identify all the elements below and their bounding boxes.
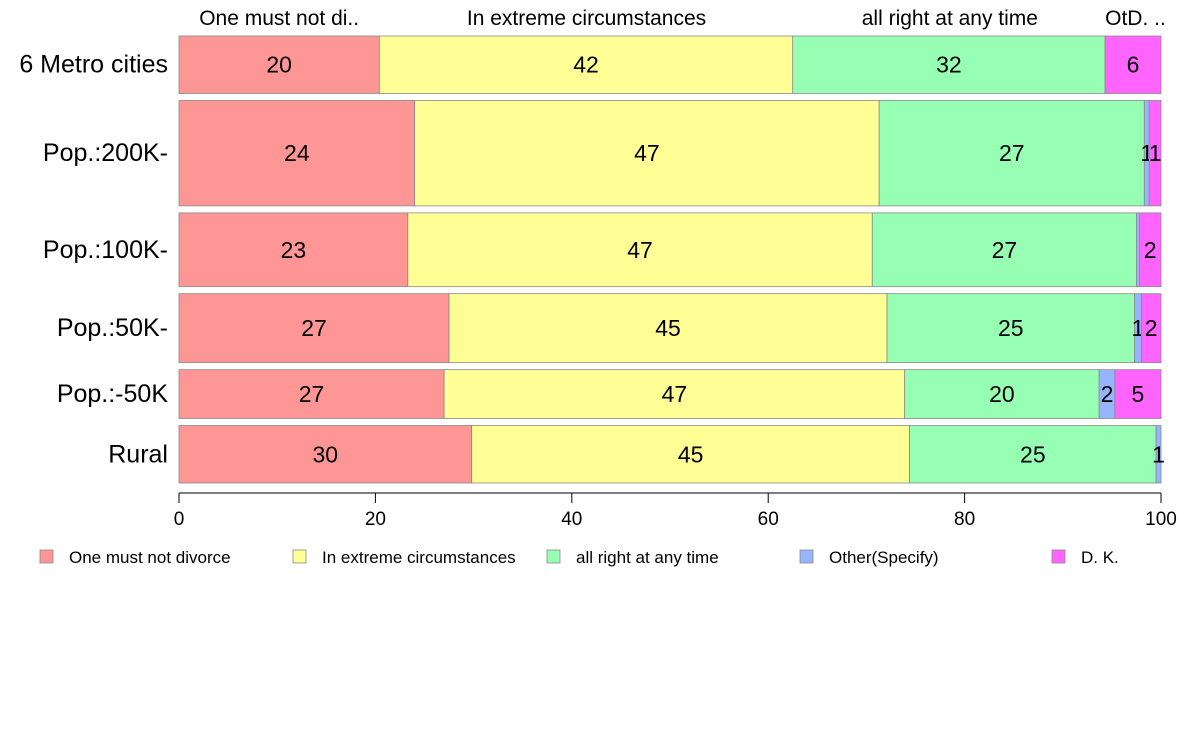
bar-one-must-not-divorce-rural: [178, 425, 473, 484]
data-label-all-right-at-any-time-6-metro-cities: 32: [936, 52, 962, 78]
top-label-4: OtD. ..: [1105, 7, 1166, 30]
legend-swatch-one-must-not-divorce: [39, 549, 54, 564]
bar-in-extreme-circumstances-pop-50k: [443, 369, 906, 419]
legend-label-all-right-at-any-time: all right at any time: [576, 548, 719, 567]
bar-in-extreme-circumstances-rural: [471, 425, 911, 484]
legend-label-one-must-not-divorce: One must not divorce: [69, 548, 231, 567]
data-label-all-right-at-any-time-pop-50k: 25: [998, 315, 1024, 341]
bar-all-right-at-any-time-6-metro-cities: [792, 35, 1106, 94]
top-category-labels: One must not di.. In extreme circumstance…: [199, 7, 1166, 30]
legend-swatch-other-specify: [799, 549, 814, 564]
bar-all-right-at-any-time-pop-50k: [886, 293, 1135, 364]
bar-d-k-pop-50k: [1140, 293, 1162, 364]
data-label-all-right-at-any-time-pop-50k: 20: [989, 381, 1015, 407]
row-label-rural: Rural: [108, 440, 168, 468]
data-label-in-extreme-circumstances-6-metro-cities: 42: [573, 52, 599, 78]
data-label-all-right-at-any-time-pop-200k: 27: [999, 140, 1025, 166]
data-label-one-must-not-divorce-pop-200k: 24: [284, 140, 310, 166]
data-label-in-extreme-circumstances-pop-100k: 47: [627, 237, 653, 263]
data-label-all-right-at-any-time-pop-100k: 27: [992, 237, 1018, 263]
bar-in-extreme-circumstances-6-metro-cities: [378, 35, 794, 94]
data-label-other-specify-rural: 1: [1152, 441, 1165, 467]
bar-all-right-at-any-time-pop-200k: [878, 100, 1145, 207]
data-label-d-k-pop-50k: 2: [1145, 315, 1158, 341]
data-label-d-k-pop-100k: 2: [1144, 237, 1157, 263]
bar-in-extreme-circumstances-pop-50k: [448, 293, 888, 364]
legend-label-d-k: D. K.: [1081, 548, 1119, 567]
row-label-pop-100k: Pop.:100K-: [43, 236, 168, 264]
data-label-one-must-not-divorce-pop-50k: 27: [299, 381, 325, 407]
data-label-in-extreme-circumstances-pop-50k: 45: [655, 315, 681, 341]
data-label-in-extreme-circumstances-pop-50k: 47: [662, 381, 688, 407]
legend-swatch-d-k: [1051, 549, 1066, 564]
data-label-d-k-pop-50k: 5: [1132, 381, 1145, 407]
data-label-all-right-at-any-time-rural: 25: [1020, 441, 1046, 467]
data-label-one-must-not-divorce-pop-100k: 23: [281, 237, 307, 263]
top-label-1: One must not di..: [199, 7, 359, 30]
x-tick-label-80: 80: [954, 509, 975, 530]
bar-one-must-not-divorce-pop-50k: [178, 293, 450, 364]
x-tick-label-40: 40: [561, 509, 582, 530]
legend-swatch-all-right-at-any-time: [546, 549, 561, 564]
bar-in-extreme-circumstances-pop-200k: [414, 100, 880, 207]
row-label-pop-200k: Pop.:200K-: [43, 139, 168, 167]
bar-other-specify-rural: [1155, 425, 1162, 484]
legend-swatch-in-extreme-circumstances: [292, 549, 307, 564]
bar-d-k-pop-200k: [1148, 100, 1162, 207]
legend: One must not divorce In extreme circumsta…: [39, 548, 1119, 567]
row-labels: 6 Metro cities Pop.:200K- Pop.:100K- Pop.:5…: [19, 51, 168, 469]
top-label-3: all right at any time: [862, 7, 1038, 30]
bar-one-must-not-divorce-pop-50k: [178, 369, 445, 419]
data-label-d-k-6-metro-cities: 6: [1127, 52, 1140, 78]
x-tick-label-20: 20: [365, 509, 386, 530]
data-label-in-extreme-circumstances-pop-200k: 47: [634, 140, 660, 166]
x-axis: 0 20 40 60 80 100: [174, 492, 1177, 530]
top-label-2: In extreme circumstances: [467, 7, 706, 30]
x-tick-label-60: 60: [758, 509, 779, 530]
bar-one-must-not-divorce-6-metro-cities: [178, 35, 380, 94]
row-label-pop-50k: Pop.:-50K: [57, 380, 169, 408]
data-label-one-must-not-divorce-pop-50k: 27: [301, 315, 327, 341]
data-label-d-k-pop-200k: 1: [1149, 140, 1162, 166]
bar-one-must-not-divorce-pop-200k: [178, 100, 416, 207]
bar-all-right-at-any-time-pop-100k: [871, 212, 1137, 288]
data-label-other-specify-pop-50k: 2: [1101, 381, 1114, 407]
x-tick-label-0: 0: [174, 509, 185, 530]
bar-all-right-at-any-time-pop-50k: [904, 369, 1100, 419]
legend-label-other-specify: Other(Specify): [829, 548, 939, 567]
bar-d-k-pop-50k: [1114, 369, 1162, 419]
data-label-one-must-not-divorce-6-metro-cities: 20: [266, 52, 292, 78]
data-label-in-extreme-circumstances-rural: 45: [678, 441, 704, 467]
bar-d-k-6-metro-cities: [1104, 35, 1162, 94]
x-tick-label-100: 100: [1145, 509, 1177, 530]
data-label-one-must-not-divorce-rural: 30: [313, 441, 339, 467]
bar-other-specify-pop-100k: [1136, 212, 1140, 288]
row-label-6-metro-cities: 6 Metro cities: [19, 51, 168, 79]
bar-in-extreme-circumstances-pop-100k: [407, 212, 873, 288]
row-label-pop-50k: Pop.:50K-: [57, 314, 168, 342]
bar-d-k-pop-100k: [1138, 212, 1162, 288]
legend-label-in-extreme-circumstances: In extreme circumstances: [322, 548, 516, 567]
